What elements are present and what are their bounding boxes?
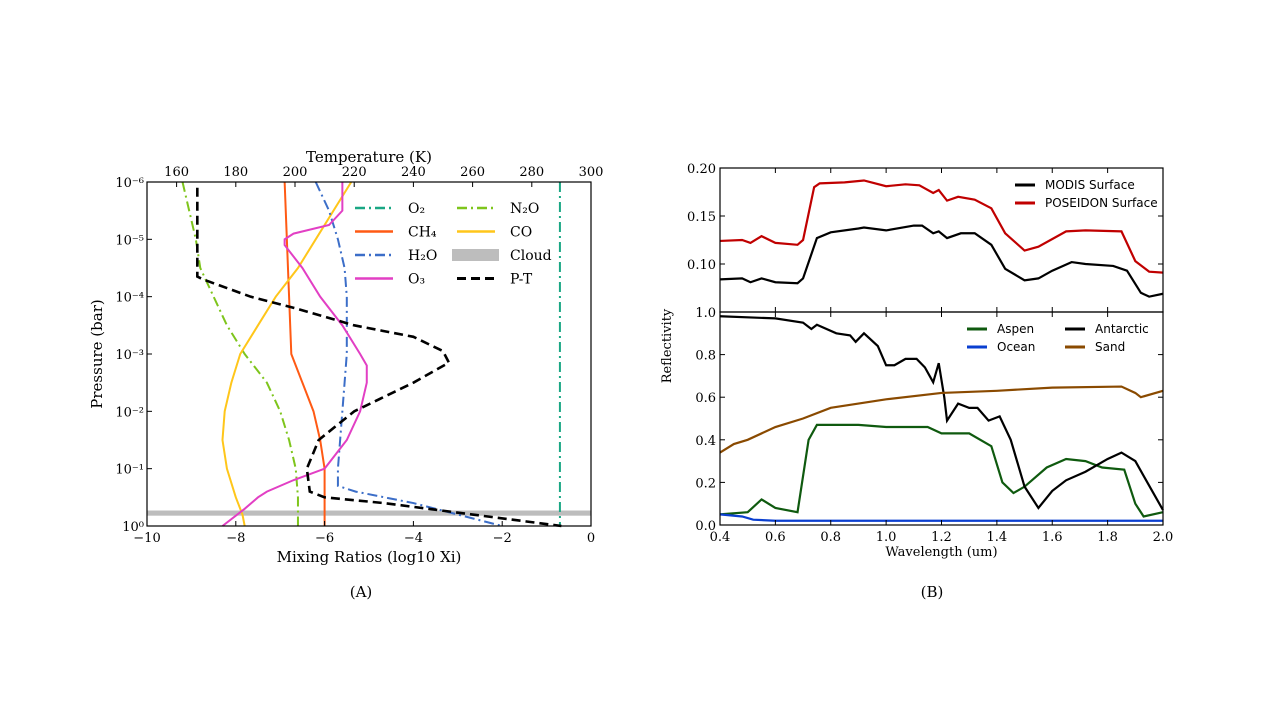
y-tick-label: 10⁻¹ xyxy=(115,463,144,478)
legend-swatch-cloud xyxy=(452,249,499,261)
x-tick-label: 0 xyxy=(587,531,595,546)
legend-label: Ocean xyxy=(997,340,1035,354)
series-line-O₃ xyxy=(221,182,368,527)
x-axis-label: Wavelength (um) xyxy=(885,545,997,560)
series-line-N₂O xyxy=(181,181,299,526)
y-tick-label: 0.10 xyxy=(687,258,716,273)
x-tick-label: 0.6 xyxy=(765,530,786,545)
series-line-Ocean xyxy=(719,513,1163,522)
x-tick-label: 1.2 xyxy=(931,530,952,545)
caption-a: (A) xyxy=(350,583,373,601)
x2-tick-label: 300 xyxy=(579,165,604,180)
x-tick-label: 1.0 xyxy=(876,530,897,545)
series-line-P-T xyxy=(196,187,562,528)
x-tick-label: 2.0 xyxy=(1153,530,1174,545)
x2-tick-label: 200 xyxy=(283,165,308,180)
x-tick-label: −2 xyxy=(493,531,512,546)
x2-tick-label: 180 xyxy=(223,165,248,180)
series-line-Antarctic xyxy=(719,315,1164,511)
x-tick-label: −6 xyxy=(315,531,334,546)
x-tick-label: −4 xyxy=(404,531,423,546)
legend-label: MODIS Surface xyxy=(1045,178,1135,192)
x-tick-label: 1.6 xyxy=(1042,530,1063,545)
y-tick-label: 10⁻⁴ xyxy=(115,291,144,306)
x-tick-label: −10 xyxy=(133,531,160,546)
x-tick-label: −8 xyxy=(226,531,245,546)
y-tick-label: 10⁰ xyxy=(122,520,144,535)
legend-label: CH₄ xyxy=(408,225,437,241)
y-tick-label: 0.2 xyxy=(695,476,716,491)
x-tick-label: 1.4 xyxy=(987,530,1008,545)
chart-a: −10 −8 −6 −4 −2 0 160 180 200 220 240 260 280 300 10⁻⁶… xyxy=(88,148,603,566)
x2-tick-label: 280 xyxy=(519,165,544,180)
x2-tick-label: 220 xyxy=(342,165,367,180)
series-line-CO xyxy=(221,181,353,527)
x-tick-label: 0.8 xyxy=(820,530,841,545)
legend-label: O₂ xyxy=(408,201,425,217)
y-tick-label: 0.15 xyxy=(687,210,716,225)
series-line-MODIS Surface xyxy=(719,224,1164,298)
x2-tick-label: 260 xyxy=(460,165,485,180)
legend-label: H₂O xyxy=(408,248,437,264)
x-tick-label: 1.8 xyxy=(1097,530,1118,545)
legend-label: P-T xyxy=(510,272,533,288)
y-tick-label: 0.4 xyxy=(695,434,716,449)
legend-label: Aspen xyxy=(997,322,1034,336)
y-tick-label: 1.0 xyxy=(695,306,716,321)
legend-label: N₂O xyxy=(510,201,539,217)
series-line-Aspen xyxy=(719,423,1164,518)
legend-label: Cloud xyxy=(510,248,552,264)
y-axis-label: Pressure (bar) xyxy=(88,299,106,408)
x-axis-label: Mixing Ratios (log10 Xi) xyxy=(277,548,462,566)
legend-label: CO xyxy=(510,225,532,241)
y-tick-label: 0.8 xyxy=(695,349,716,364)
y-tick-label: 0.6 xyxy=(695,391,716,406)
y-tick-label: 10⁻² xyxy=(115,405,144,420)
y-tick-label: 10⁻⁶ xyxy=(115,176,144,191)
x2-tick-label: 240 xyxy=(401,165,426,180)
legend-label: Antarctic xyxy=(1095,322,1149,336)
cloud-band xyxy=(147,510,591,516)
y-axis-label: Reflectivity xyxy=(660,308,675,383)
legend-label: Sand xyxy=(1095,340,1125,354)
series-line-H₂O xyxy=(314,181,503,527)
legend-label: POSEIDON Surface xyxy=(1045,196,1158,210)
x-tick-label: 0.4 xyxy=(710,530,731,545)
y-tick-label: 10⁻⁵ xyxy=(115,233,144,248)
y-tick-label: 0.0 xyxy=(695,519,716,534)
series-line-POSEIDON Surface xyxy=(719,179,1164,274)
series-line-Sand xyxy=(719,385,1164,454)
x2-tick-label: 160 xyxy=(164,165,189,180)
y-tick-label: 10⁻³ xyxy=(115,348,144,363)
caption-b: (B) xyxy=(921,583,944,601)
x2-axis-label: Temperature (K) xyxy=(306,148,432,166)
legend-label: O₃ xyxy=(408,272,425,288)
chart-b: 0.10 0.15 0.20 MODIS Surface POSEIDON Surfac… xyxy=(660,162,1173,560)
y-tick-label: 0.20 xyxy=(687,162,716,177)
